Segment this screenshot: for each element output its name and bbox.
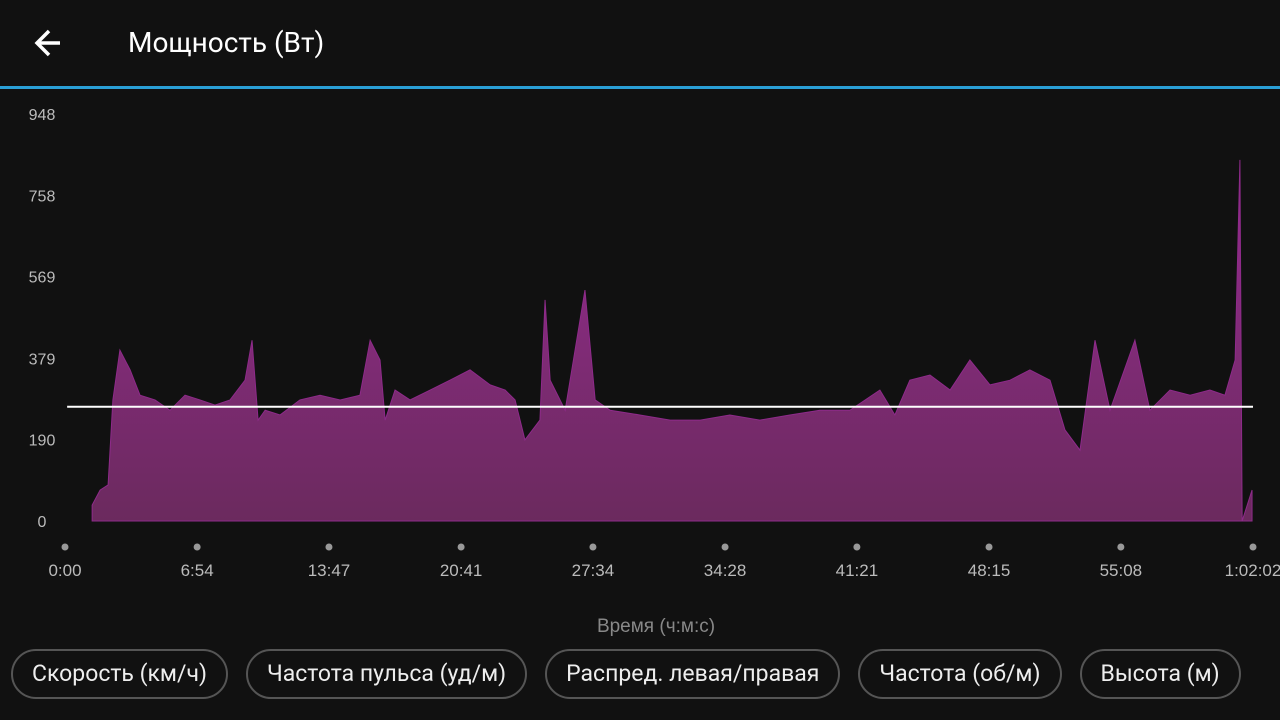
x-tick-label: 0:00 [48, 561, 81, 580]
x-tick-label: 13:47 [308, 561, 351, 580]
y-tick-label: 569 [29, 270, 56, 287]
y-tick-label: 758 [29, 189, 56, 206]
x-tick-label: 27:34 [572, 561, 615, 580]
y-tick-label: 0 [38, 514, 47, 531]
x-tick-dot [853, 543, 861, 551]
x-tick-dot [985, 543, 993, 551]
x-tick-label: 55:08 [1100, 561, 1143, 580]
x-tick-dot [721, 543, 729, 551]
y-tick-label: 379 [29, 351, 56, 368]
header: Мощность (Вт) [0, 0, 1280, 89]
x-tick-dot [589, 543, 597, 551]
x-tick-label: 1:02:02 [1225, 561, 1280, 580]
y-tick-label: 948 [29, 107, 56, 124]
chart-switch-button[interactable]: Распред. левая/правая [545, 649, 841, 699]
chart-switch-button[interactable]: Высота (м) [1079, 649, 1241, 699]
chart-switch-button[interactable]: Скорость (км/ч) [11, 649, 228, 699]
button-bar: Скорость (км/ч) Частота пульса (уд/м) Расп… [11, 649, 1280, 699]
chart: Время (ч:м:с) 0 190 379 569 758 948 0:00 6:54 13… [29, 107, 1280, 637]
x-tick-label: 41:21 [836, 561, 879, 580]
x-tick-label: 6:54 [181, 561, 214, 580]
x-tick-dot [325, 543, 333, 551]
x-tick-dot [61, 543, 69, 551]
x-tick-label: 34:28 [704, 561, 747, 580]
y-tick-label: 190 [29, 432, 56, 449]
x-tick-dot [193, 543, 201, 551]
x-tick-label: 48:15 [968, 561, 1011, 580]
power-area [91, 159, 1253, 522]
x-tick-dot [1117, 543, 1125, 551]
title: Мощность (Вт) [128, 26, 325, 59]
back-button[interactable] [30, 23, 70, 63]
chart-switch-button[interactable]: Частота (об/м) [858, 649, 1062, 699]
x-tick-label: 20:41 [440, 561, 483, 580]
x-axis-label: Время (ч:м:с) [597, 616, 715, 637]
chart-switch-button[interactable]: Частота пульса (уд/м) [245, 649, 528, 699]
x-tick-dot [1249, 543, 1257, 551]
x-tick-dot [457, 543, 465, 551]
